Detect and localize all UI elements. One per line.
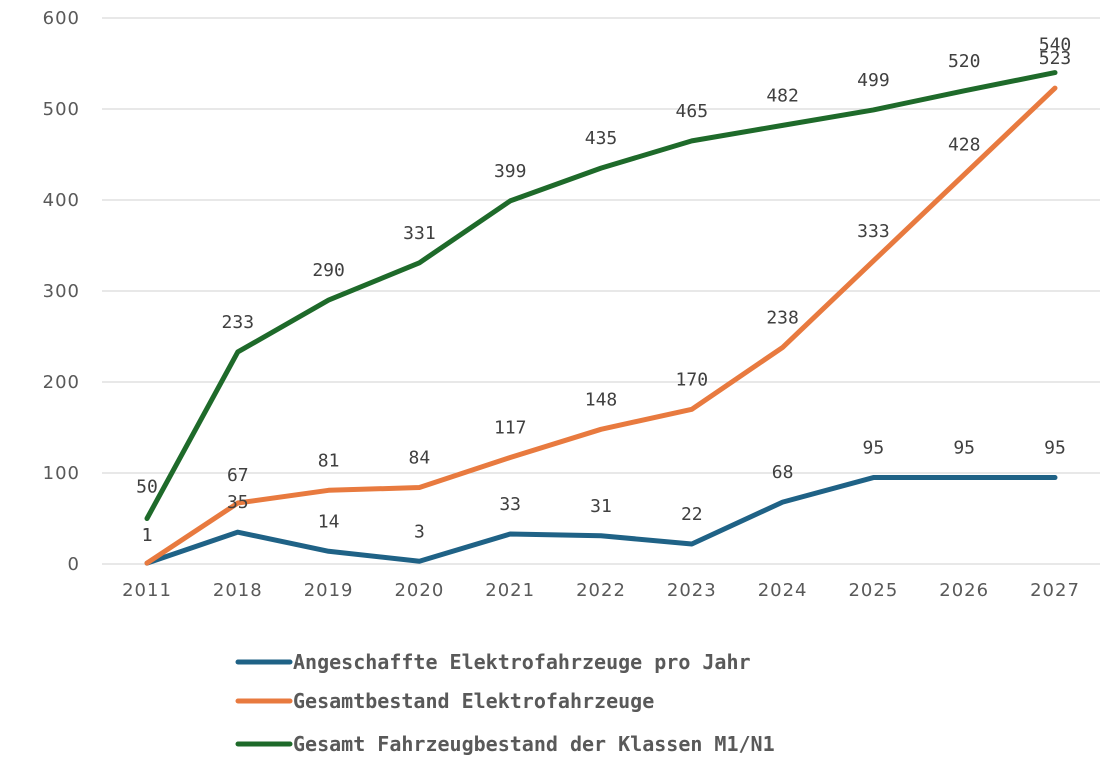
data-label: 35 (227, 492, 249, 513)
data-label: 520 (948, 51, 981, 72)
gridlines (102, 17, 1100, 565)
data-label: 465 (676, 101, 709, 122)
data-label: 333 (857, 221, 890, 242)
y-tick-label: 600 (43, 8, 80, 29)
data-label: 22 (681, 504, 703, 525)
y-tick-label: 400 (43, 190, 80, 211)
data-label: 233 (222, 312, 255, 333)
data-label: 482 (766, 85, 799, 106)
x-tick-label: 2021 (485, 580, 535, 601)
data-label: 117 (494, 418, 527, 439)
y-tick-label: 100 (43, 463, 80, 484)
data-label: 1 (142, 525, 153, 546)
y-tick-label: 300 (43, 281, 80, 302)
legend: Angeschaffte Elektrofahrzeuge pro Jahr Ge… (235, 650, 775, 756)
data-label: 50 (136, 477, 158, 498)
x-tick-label: 2026 (939, 580, 989, 601)
x-tick-label: 2020 (394, 580, 444, 601)
data-label: 523 (1039, 48, 1072, 69)
data-label: 95 (1044, 438, 1066, 459)
data-label: 14 (318, 511, 340, 532)
data-label: 170 (676, 369, 709, 390)
data-label: 67 (227, 465, 249, 486)
y-axis-ticks: 0 100 200 300 400 500 600 (43, 8, 80, 575)
data-label: 540 (1039, 35, 1072, 56)
series-line-1 (144, 475, 1058, 566)
x-tick-label: 2022 (576, 580, 626, 601)
y-tick-label: 0 (68, 554, 80, 575)
x-tick-label: 2027 (1030, 580, 1080, 601)
data-label: 428 (948, 135, 981, 156)
data-label: 399 (494, 161, 527, 182)
series-lines (144, 70, 1058, 566)
data-label: 435 (585, 128, 618, 149)
data-label: 68 (772, 462, 794, 483)
data-label: 148 (585, 389, 618, 410)
data-label: 81 (318, 450, 340, 471)
x-axis-ticks: 2011 2018 2019 2020 2021 2022 2023 2024 2025 2026… (122, 580, 1080, 601)
legend-label: Gesamt Fahrzeugbestand der Klassen M1/N1 (293, 732, 775, 756)
series-line-2 (144, 85, 1058, 566)
x-tick-label: 2011 (122, 580, 172, 601)
data-label: 95 (953, 438, 975, 459)
legend-label: Angeschaffte Elektrofahrzeuge pro Jahr (293, 650, 751, 674)
x-tick-label: 2025 (848, 580, 898, 601)
data-label: 238 (766, 307, 799, 328)
data-label: 31 (590, 496, 612, 517)
data-label: 3 (414, 521, 425, 542)
x-tick-label: 2018 (213, 580, 263, 601)
x-tick-label: 2019 (304, 580, 354, 601)
x-tick-label: 2024 (758, 580, 808, 601)
x-tick-label: 2023 (667, 580, 717, 601)
data-label: 1 (142, 525, 153, 546)
y-tick-label: 500 (43, 99, 80, 120)
legend-label: Gesamtbestand Elektrofahrzeuge (293, 689, 654, 713)
data-label: 331 (403, 223, 436, 244)
data-label: 290 (312, 260, 345, 281)
series-line-3 (144, 70, 1058, 521)
data-label: 33 (499, 494, 521, 515)
data-label: 499 (857, 70, 890, 91)
data-label: 95 (863, 438, 885, 459)
data-label: 84 (409, 448, 431, 469)
y-tick-label: 200 (43, 372, 80, 393)
